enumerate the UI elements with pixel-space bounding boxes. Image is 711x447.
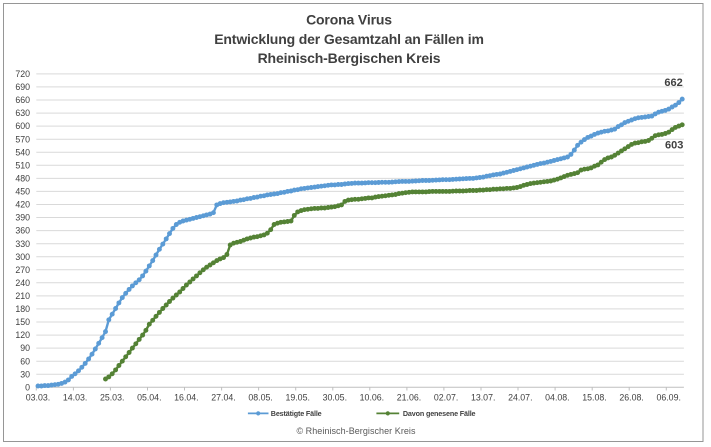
svg-text:24.07.: 24.07. <box>508 392 532 402</box>
svg-text:25.03.: 25.03. <box>100 392 124 402</box>
svg-text:15.08.: 15.08. <box>582 392 606 402</box>
svg-text:240: 240 <box>15 278 30 288</box>
svg-text:06.09.: 06.09. <box>656 392 680 402</box>
svg-text:180: 180 <box>15 304 30 314</box>
svg-text:30: 30 <box>20 369 30 379</box>
svg-text:510: 510 <box>15 160 30 170</box>
svg-text:0: 0 <box>25 382 30 392</box>
svg-text:26.08.: 26.08. <box>619 392 643 402</box>
svg-text:16.04.: 16.04. <box>174 392 198 402</box>
svg-text:© Rheinisch-Bergischer Kreis: © Rheinisch-Bergischer Kreis <box>296 426 416 436</box>
svg-text:570: 570 <box>15 134 30 144</box>
svg-text:603: 603 <box>665 140 683 152</box>
svg-text:210: 210 <box>15 291 30 301</box>
svg-text:660: 660 <box>15 95 30 105</box>
svg-text:300: 300 <box>15 252 30 262</box>
svg-text:Bestätigte Fälle: Bestätigte Fälle <box>271 409 322 418</box>
svg-text:630: 630 <box>15 108 30 118</box>
svg-text:03.03.: 03.03. <box>26 392 50 402</box>
svg-text:05.04.: 05.04. <box>137 392 161 402</box>
svg-text:27.04.: 27.04. <box>211 392 235 402</box>
svg-text:19.05.: 19.05. <box>285 392 309 402</box>
svg-text:360: 360 <box>15 226 30 236</box>
svg-text:120: 120 <box>15 330 30 340</box>
svg-text:270: 270 <box>15 265 30 275</box>
svg-text:480: 480 <box>15 174 30 184</box>
svg-text:60: 60 <box>20 356 30 366</box>
svg-text:Davon genesene Fälle: Davon genesene Fälle <box>403 409 476 418</box>
svg-text:08.05.: 08.05. <box>248 392 272 402</box>
svg-text:Entwicklung der Gesamtzahl an: Entwicklung der Gesamtzahl an Fällen im <box>214 31 484 47</box>
svg-text:90: 90 <box>20 343 30 353</box>
svg-text:Corona Virus: Corona Virus <box>306 11 392 27</box>
svg-text:02.07.: 02.07. <box>434 392 458 402</box>
svg-text:13.07.: 13.07. <box>471 392 495 402</box>
svg-text:150: 150 <box>15 317 30 327</box>
svg-text:420: 420 <box>15 200 30 210</box>
svg-text:540: 540 <box>15 147 30 157</box>
svg-text:720: 720 <box>15 69 30 79</box>
svg-text:450: 450 <box>15 187 30 197</box>
svg-text:662: 662 <box>664 77 682 89</box>
svg-text:Rheinisch-Bergischen Kreis: Rheinisch-Bergischen Kreis <box>258 50 441 66</box>
svg-text:600: 600 <box>15 121 30 131</box>
svg-text:30.05.: 30.05. <box>323 392 347 402</box>
svg-text:690: 690 <box>15 82 30 92</box>
svg-text:10.06.: 10.06. <box>360 392 384 402</box>
svg-text:04.08.: 04.08. <box>545 392 569 402</box>
svg-text:390: 390 <box>15 213 30 223</box>
svg-text:14.03.: 14.03. <box>63 392 87 402</box>
svg-text:330: 330 <box>15 239 30 249</box>
svg-text:21.06.: 21.06. <box>397 392 421 402</box>
